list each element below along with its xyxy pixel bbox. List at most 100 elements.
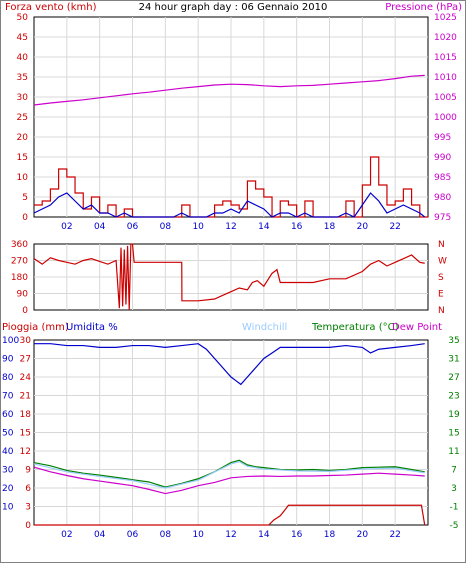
rain-tick: 0 <box>25 521 31 531</box>
rain-tick: 30 <box>20 336 32 346</box>
temperature-tick: 7 <box>451 466 457 476</box>
page-title: 24 hour graph day : 06 Gennaio 2010 <box>139 2 328 13</box>
dewpoint-axis-label: Dew Point <box>392 322 442 333</box>
pressure-tick: 1015 <box>434 53 457 63</box>
wind-speed-tick: 15 <box>17 153 28 163</box>
humidity-tick: 10 <box>2 503 14 513</box>
rain-tick: 3 <box>25 503 31 513</box>
x-tick: 20 <box>357 222 369 232</box>
temperature-tick: 31 <box>448 355 459 365</box>
humidity-tick: 20 <box>2 484 14 494</box>
pressure-axis-label: Pressione (hPa) <box>385 2 462 13</box>
x-tick: 16 <box>291 530 303 540</box>
temperature-tick: -1 <box>450 503 459 513</box>
temperature-tick: 35 <box>448 336 459 346</box>
pressure-tick: 1010 <box>434 73 457 83</box>
humidity-tick: 70 <box>2 392 14 402</box>
x-tick: 06 <box>127 222 139 232</box>
series-temperatura-c- <box>33 459 425 488</box>
x-tick: 12 <box>225 530 236 540</box>
temperature-tick: 23 <box>448 392 459 402</box>
temperature-tick: 15 <box>448 429 459 439</box>
wind-speed-tick: 0 <box>22 213 28 223</box>
direction-tick: 360 <box>11 240 28 250</box>
pressure-tick: 1020 <box>434 33 457 43</box>
x-tick: 04 <box>94 530 106 540</box>
pressure-tick: 990 <box>434 153 451 163</box>
wind-speed-tick: 50 <box>17 13 29 23</box>
rain-tick: 24 <box>20 373 32 383</box>
rain-tick: 6 <box>25 484 31 494</box>
x-tick: 08 <box>160 222 172 232</box>
compass-tick: N <box>438 240 445 250</box>
direction-tick: 0 <box>22 306 28 316</box>
x-tick: 20 <box>357 530 369 540</box>
x-tick: 14 <box>258 530 270 540</box>
windchill-label: Windchill <box>242 322 287 333</box>
wind-speed-tick: 10 <box>17 173 29 183</box>
direction-tick: 90 <box>17 290 29 300</box>
series-raffica <box>34 156 428 218</box>
rain-tick: 12 <box>20 447 31 457</box>
rain-tick: 27 <box>20 355 31 365</box>
pressure-tick: 985 <box>434 173 451 183</box>
temperature-tick: 11 <box>448 447 459 457</box>
compass-tick: S <box>438 273 444 283</box>
pressure-tick: 995 <box>434 133 451 143</box>
rain-tick: 15 <box>20 429 31 439</box>
compass-tick: W <box>438 257 447 267</box>
wind-speed-tick: 40 <box>17 53 29 63</box>
x-tick: 12 <box>225 222 236 232</box>
series-pressione-hpa- <box>33 74 425 106</box>
humidity-tick: 80 <box>2 373 14 383</box>
x-tick: 22 <box>389 530 400 540</box>
rain-tick: 21 <box>20 392 31 402</box>
series-pioggia-mm- <box>34 504 426 526</box>
humidity-tick: 50 <box>2 429 14 439</box>
compass-tick: N <box>438 306 445 316</box>
rain-tick: 9 <box>25 466 31 476</box>
temperature-tick: -5 <box>450 521 459 531</box>
temperature-tick: 19 <box>448 410 460 420</box>
direction-tick: 180 <box>11 273 28 283</box>
temperature-tick: 27 <box>448 373 459 383</box>
pressure-tick: 1005 <box>434 93 457 103</box>
rain-axis-label: Pioggia (mm) <box>2 322 69 333</box>
x-tick: 02 <box>61 222 72 232</box>
wind-speed-tick: 25 <box>17 113 28 123</box>
wind-speed-tick: 5 <box>22 193 28 203</box>
pressure-tick: 1025 <box>434 13 457 23</box>
x-tick: 18 <box>324 530 336 540</box>
humidity-tick: 100 <box>2 336 19 346</box>
humidity-tick: 60 <box>2 410 14 420</box>
x-tick: 16 <box>291 222 303 232</box>
series-windchill <box>33 460 425 489</box>
wind-speed-tick: 30 <box>17 93 29 103</box>
x-tick: 08 <box>160 530 172 540</box>
x-tick: 10 <box>192 222 204 232</box>
humidity-tick: 40 <box>2 447 14 457</box>
series-dew-point <box>33 466 425 495</box>
pressure-tick: 980 <box>434 193 451 203</box>
rain-tick: 18 <box>20 410 32 420</box>
pressure-tick: 1000 <box>434 113 457 123</box>
humidity-axis-label: Umidita % <box>66 322 118 333</box>
wind-speed-axis-label: Forza vento (kmh) <box>5 2 97 13</box>
x-tick: 22 <box>389 222 400 232</box>
humidity-tick: 30 <box>2 466 14 476</box>
series-wind-direction <box>33 243 425 311</box>
x-tick: 18 <box>324 222 336 232</box>
temperature-tick: 3 <box>451 484 457 494</box>
series-vento-medio <box>33 192 426 218</box>
series-umidita- <box>34 343 425 386</box>
humidity-tick: 90 <box>2 355 14 365</box>
wind-speed-tick: 35 <box>17 73 28 83</box>
temperature-axis-label: Temperatura (°C) <box>311 322 399 333</box>
wind-speed-tick: 45 <box>17 33 28 43</box>
x-tick: 14 <box>258 222 270 232</box>
direction-tick: 270 <box>11 257 28 267</box>
x-tick: 04 <box>94 222 106 232</box>
x-tick: 02 <box>61 530 72 540</box>
compass-tick: E <box>438 290 444 300</box>
